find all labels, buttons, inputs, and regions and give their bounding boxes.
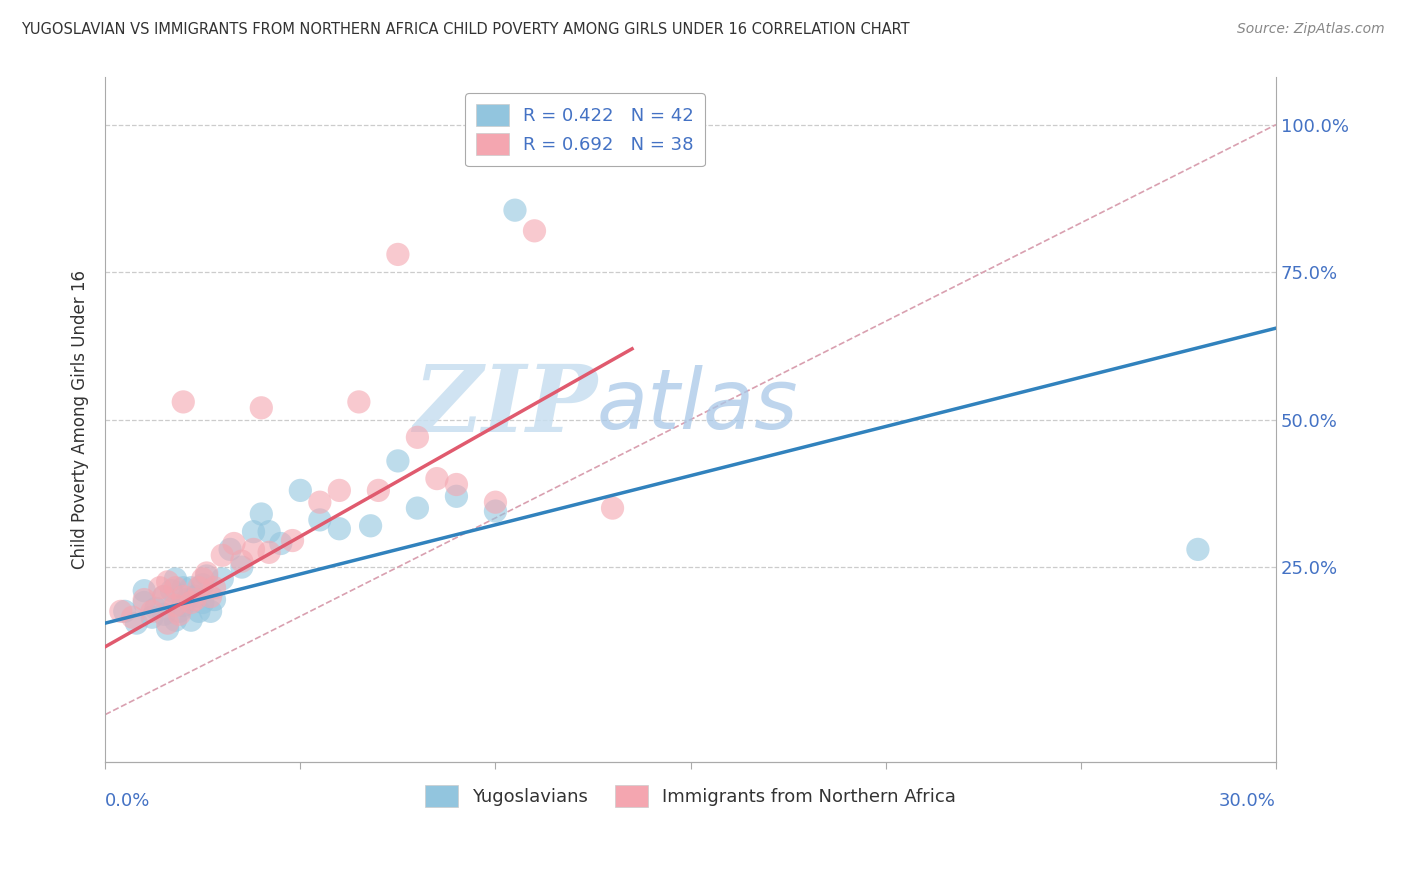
Point: [523, 224, 546, 238]
Text: 30.0%: 30.0%: [1219, 792, 1277, 810]
Point: [172, 590, 194, 604]
Legend: Yugoslavians, Immigrants from Northern Africa: Yugoslavians, Immigrants from Northern A…: [418, 778, 963, 814]
Point: [387, 247, 409, 261]
Point: [290, 483, 312, 498]
Point: [172, 395, 194, 409]
Point: [211, 549, 233, 563]
Point: [145, 601, 167, 615]
Point: [200, 590, 222, 604]
Point: [191, 595, 214, 609]
Point: [308, 513, 330, 527]
Point: [176, 592, 198, 607]
Point: [257, 524, 280, 539]
Point: [110, 604, 132, 618]
Point: [270, 536, 292, 550]
Point: [191, 578, 214, 592]
Point: [121, 610, 143, 624]
Point: [156, 622, 179, 636]
Point: [204, 592, 226, 607]
Text: atlas: atlas: [598, 366, 799, 446]
Point: [231, 560, 253, 574]
Point: [172, 581, 194, 595]
Point: [281, 533, 304, 548]
Point: [406, 501, 429, 516]
Text: YUGOSLAVIAN VS IMMIGRANTS FROM NORTHERN AFRICA CHILD POVERTY AMONG GIRLS UNDER 1: YUGOSLAVIAN VS IMMIGRANTS FROM NORTHERN …: [21, 22, 910, 37]
Point: [152, 590, 174, 604]
Y-axis label: Child Poverty Among Girls Under 16: Child Poverty Among Girls Under 16: [72, 270, 89, 569]
Point: [219, 542, 242, 557]
Point: [360, 518, 382, 533]
Point: [195, 569, 218, 583]
Point: [180, 595, 202, 609]
Point: [141, 604, 163, 618]
Point: [257, 545, 280, 559]
Point: [387, 454, 409, 468]
Point: [134, 583, 156, 598]
Point: [250, 507, 273, 521]
Text: Source: ZipAtlas.com: Source: ZipAtlas.com: [1237, 22, 1385, 37]
Point: [156, 574, 179, 589]
Point: [141, 610, 163, 624]
Text: ZIP: ZIP: [413, 361, 598, 451]
Point: [134, 592, 156, 607]
Point: [446, 477, 468, 491]
Point: [195, 566, 218, 580]
Point: [169, 604, 191, 618]
Point: [152, 590, 174, 604]
Point: [134, 595, 156, 609]
Point: [184, 592, 207, 607]
Point: [169, 607, 191, 622]
Point: [180, 581, 202, 595]
Point: [242, 542, 264, 557]
Point: [446, 489, 468, 503]
Point: [160, 583, 183, 598]
Point: [191, 572, 214, 586]
Point: [165, 572, 187, 586]
Point: [204, 581, 226, 595]
Point: [328, 522, 350, 536]
Point: [328, 483, 350, 498]
Point: [367, 483, 389, 498]
Point: [149, 581, 172, 595]
Point: [156, 616, 179, 631]
Point: [187, 581, 209, 595]
Point: [211, 572, 233, 586]
Point: [172, 599, 194, 613]
Text: 0.0%: 0.0%: [105, 792, 150, 810]
Point: [231, 554, 253, 568]
Point: [184, 590, 207, 604]
Point: [152, 607, 174, 622]
Point: [180, 613, 202, 627]
Point: [347, 395, 370, 409]
Point: [242, 524, 264, 539]
Point: [187, 604, 209, 618]
Point: [125, 616, 148, 631]
Point: [1187, 542, 1209, 557]
Point: [484, 495, 506, 509]
Point: [250, 401, 273, 415]
Point: [200, 604, 222, 618]
Point: [222, 536, 245, 550]
Point: [426, 472, 449, 486]
Point: [165, 599, 187, 613]
Point: [165, 613, 187, 627]
Point: [602, 501, 624, 516]
Point: [503, 203, 526, 218]
Point: [114, 604, 136, 618]
Point: [484, 504, 506, 518]
Point: [308, 495, 330, 509]
Point: [165, 581, 187, 595]
Point: [406, 430, 429, 444]
